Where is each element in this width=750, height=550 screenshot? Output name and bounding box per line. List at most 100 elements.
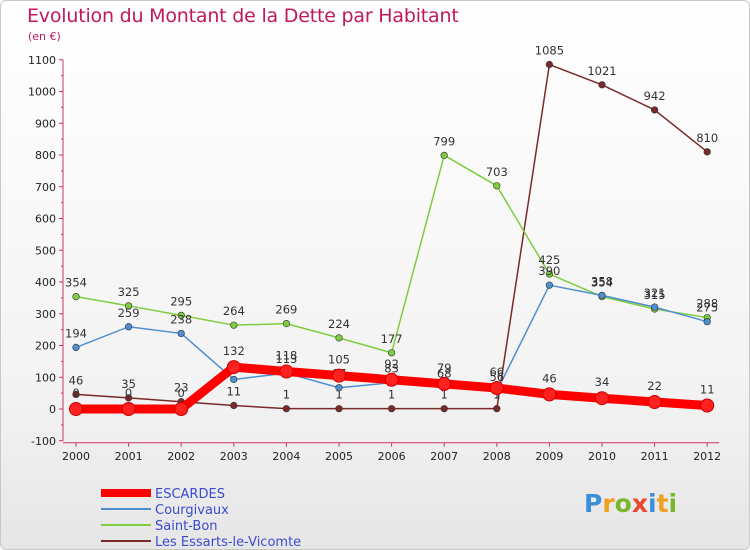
x-tick-label: 2012: [693, 450, 721, 463]
data-label: 354: [591, 276, 613, 290]
data-point: [230, 321, 238, 329]
y-tick-label: 600: [35, 213, 56, 226]
data-point: [174, 402, 189, 416]
data-point: [595, 391, 609, 406]
data-label: 275: [696, 301, 718, 315]
data-label: 0: [125, 386, 132, 400]
data-label: 321: [644, 286, 666, 300]
y-tick-label: -100: [31, 435, 56, 448]
data-label: 105: [328, 353, 350, 367]
data-point: [545, 270, 554, 278]
data-point: [437, 376, 452, 391]
y-tick-label: 500: [35, 244, 56, 257]
x-tick-label: 2008: [483, 450, 511, 463]
data-point: [72, 293, 80, 301]
data-label: 315: [644, 288, 666, 302]
x-tick-label: 2002: [167, 450, 195, 463]
data-label: 288: [696, 297, 718, 311]
data-label: 238: [170, 312, 192, 326]
data-label: 1: [388, 388, 395, 402]
brand-letter: x: [631, 489, 648, 518]
data-label: 46: [542, 371, 557, 385]
data-point: [335, 405, 343, 413]
data-label: 259: [118, 306, 140, 320]
data-point: [335, 334, 343, 342]
data-label: 56: [489, 370, 504, 384]
data-label: 390: [538, 264, 560, 278]
x-tick-label: 2006: [378, 450, 406, 463]
data-label: 34: [595, 375, 610, 389]
data-point: [230, 401, 238, 410]
x-tick-label: 2000: [62, 450, 90, 463]
x-tick-label: 2001: [115, 450, 143, 463]
y-tick-label: 400: [35, 276, 56, 289]
brand-letter: r: [602, 489, 615, 518]
data-point: [545, 281, 554, 289]
data-point: [177, 311, 185, 319]
data-label: 264: [223, 304, 245, 318]
data-point: [493, 405, 501, 413]
data-label: 177: [381, 332, 403, 346]
data-label: 224: [328, 317, 350, 331]
y-tick-label: 900: [35, 117, 56, 130]
data-point: [121, 402, 136, 416]
data-point: [703, 148, 711, 156]
data-label: 0: [72, 386, 79, 400]
x-tick-label: 2004: [272, 450, 300, 463]
y-tick-label: 0: [49, 403, 56, 416]
data-label: 354: [65, 276, 87, 290]
series-saint-bon: 354 325 295 264 269 224 177 799 703 425 354 315 288: [65, 134, 718, 357]
data-point: [335, 384, 343, 392]
data-label: 942: [644, 89, 666, 103]
data-label: 0: [178, 386, 185, 400]
chart-title: Evolution du Montant de la Dette par Hab…: [27, 5, 459, 27]
data-label: 35: [121, 377, 136, 391]
chart-subtitle: (en €): [28, 30, 61, 43]
data-point: [440, 151, 448, 159]
data-label: 269: [275, 303, 297, 317]
data-point: [388, 405, 396, 413]
data-point: [493, 182, 501, 190]
data-label: 11: [226, 385, 241, 399]
y-tick-label: 700: [35, 181, 56, 194]
data-label: 1021: [587, 64, 616, 78]
x-tick-label: 2007: [430, 450, 458, 463]
series-les-essarts-le-vicomte: 463523111111110851021942810: [69, 44, 718, 413]
data-label: 810: [696, 131, 718, 145]
data-point: [282, 405, 291, 413]
data-label: 92: [384, 357, 399, 371]
data-label: 1: [335, 388, 342, 402]
data-point: [388, 349, 396, 357]
data-label: 194: [65, 326, 87, 340]
legend-label: ESCARDES: [155, 487, 225, 502]
legend-label: Courgivaux: [155, 503, 229, 518]
data-point: [230, 375, 238, 384]
data-point: [282, 319, 291, 328]
brand-logo: Proxiti: [584, 489, 677, 518]
data-point: [177, 329, 185, 338]
brand-letter: i: [648, 489, 657, 518]
data-label: 799: [433, 134, 455, 148]
data-point: [598, 291, 606, 299]
data-point: [332, 368, 346, 383]
x-tick-label: 2010: [588, 450, 616, 463]
data-point: [124, 323, 133, 331]
data-label: 295: [170, 294, 192, 308]
data-label: 68: [437, 366, 452, 380]
data-point: [700, 398, 715, 413]
data-label: 66: [489, 365, 504, 379]
data-point: [489, 381, 504, 396]
data-point: [72, 390, 80, 398]
brand-letter: P: [584, 489, 603, 518]
data-label: 425: [538, 253, 560, 267]
data-point: [545, 60, 554, 69]
data-point: [650, 106, 659, 114]
data-point: [650, 303, 659, 311]
data-point: [542, 387, 557, 402]
data-point: [703, 318, 711, 326]
data-label: 22: [647, 379, 662, 393]
legend-label: Saint-Bon: [155, 519, 218, 534]
x-tick-label: 2005: [325, 450, 353, 463]
